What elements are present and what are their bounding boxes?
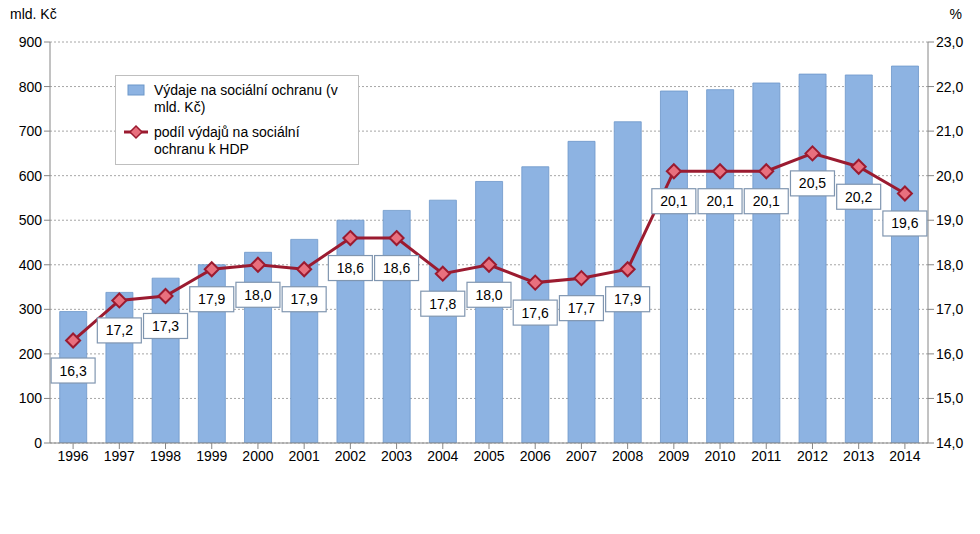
svg-text:2013: 2013 [843, 448, 874, 464]
svg-text:2010: 2010 [704, 448, 735, 464]
svg-text:18,6: 18,6 [383, 260, 410, 276]
svg-text:600: 600 [19, 168, 43, 184]
svg-text:400: 400 [19, 257, 43, 273]
svg-text:2003: 2003 [381, 448, 412, 464]
svg-text:1999: 1999 [196, 448, 227, 464]
svg-text:2001: 2001 [289, 448, 320, 464]
svg-text:20,1: 20,1 [660, 193, 687, 209]
svg-text:20,1: 20,1 [753, 193, 780, 209]
svg-text:200: 200 [19, 346, 43, 362]
svg-text:17,8: 17,8 [429, 296, 456, 312]
svg-text:16,3: 16,3 [59, 363, 86, 379]
svg-text:17,3: 17,3 [152, 318, 179, 334]
svg-text:700: 700 [19, 123, 43, 139]
svg-text:15,0: 15,0 [936, 390, 963, 406]
svg-text:14,0: 14,0 [936, 435, 963, 451]
svg-text:19,0: 19,0 [936, 212, 963, 228]
html-text:mld. Kč: mld. Kč [10, 6, 57, 22]
svg-text:20,0: 20,0 [936, 168, 963, 184]
svg-text:1997: 1997 [104, 448, 135, 464]
svg-text:2004: 2004 [427, 448, 458, 464]
svg-text:2011: 2011 [751, 448, 781, 464]
svg-text:20,1: 20,1 [706, 193, 733, 209]
svg-text:16,0: 16,0 [936, 346, 963, 362]
svg-text:2012: 2012 [797, 448, 828, 464]
svg-text:19,6: 19,6 [891, 215, 918, 231]
svg-text:21,0: 21,0 [936, 123, 963, 139]
svg-text:2014: 2014 [889, 448, 920, 464]
svg-text:17,6: 17,6 [522, 305, 549, 321]
svg-text:2009: 2009 [658, 448, 689, 464]
svg-text:2000: 2000 [242, 448, 273, 464]
svg-text:17,9: 17,9 [614, 291, 641, 307]
html-text:Výdaje na sociální ochranu (v: Výdaje na sociální ochranu (v mld. Kč) [154, 82, 338, 115]
svg-text:17,9: 17,9 [291, 291, 318, 307]
svg-text:17,2: 17,2 [106, 322, 133, 338]
svg-text:500: 500 [19, 212, 43, 228]
svg-text:23,0: 23,0 [936, 34, 963, 50]
svg-text:18,0: 18,0 [475, 287, 502, 303]
svg-text:22,0: 22,0 [936, 79, 963, 95]
svg-text:17,9: 17,9 [198, 291, 225, 307]
svg-text:300: 300 [19, 301, 43, 317]
svg-text:17,7: 17,7 [568, 300, 595, 316]
svg-text:1998: 1998 [150, 448, 181, 464]
svg-text:2005: 2005 [473, 448, 504, 464]
svg-text:2007: 2007 [566, 448, 597, 464]
svg-text:17,0: 17,0 [936, 301, 963, 317]
svg-text:900: 900 [19, 34, 43, 50]
svg-text:800: 800 [19, 79, 43, 95]
svg-text:2002: 2002 [335, 448, 366, 464]
svg-text:2006: 2006 [520, 448, 551, 464]
svg-text:18,6: 18,6 [337, 260, 364, 276]
svg-text:20,5: 20,5 [799, 175, 826, 191]
html-text:podíl výdajů na sociální ochra: podíl výdajů na sociální ochranu k HDP [154, 124, 300, 157]
svg-text:1996: 1996 [58, 448, 89, 464]
svg-text:2008: 2008 [612, 448, 643, 464]
svg-text:20,2: 20,2 [845, 189, 872, 205]
svg-text:0: 0 [34, 435, 42, 451]
svg-text:18,0: 18,0 [936, 257, 963, 273]
svg-text:100: 100 [19, 390, 43, 406]
svg-text:18,0: 18,0 [244, 287, 271, 303]
